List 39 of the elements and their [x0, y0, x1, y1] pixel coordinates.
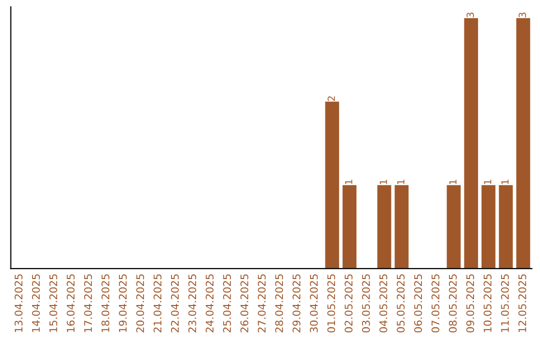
x-tick-label: 16.04.2025	[66, 274, 75, 332]
data-label: 1	[501, 180, 509, 184]
data-label: 1	[380, 180, 387, 184]
x-tick-label: 12.05.2025	[518, 274, 526, 332]
x-tick-label: 20.04.2025	[136, 274, 144, 332]
x-tick-label: 04.05.2025	[379, 274, 388, 332]
data-label: 3	[518, 12, 526, 18]
x-tick-label: 15.04.2025	[49, 274, 58, 332]
x-tick-label: 06.05.2025	[414, 274, 422, 332]
data-label: 2	[328, 96, 335, 101]
x-tick-label: 07.05.2025	[432, 274, 440, 332]
x-tick-label: 18.04.2025	[101, 274, 110, 332]
x-tick-label: 27.04.2025	[258, 274, 266, 332]
x-tick-label: 25.04.2025	[223, 274, 231, 332]
x-tick-label: 19.04.2025	[118, 274, 127, 332]
x-tick-label: 09.05.2025	[466, 274, 474, 332]
x-tick-label: 30.04.2025	[310, 274, 318, 332]
x-tick-label: 01.05.2025	[327, 274, 336, 332]
x-tick-label: 26.04.2025	[240, 274, 248, 332]
x-tick-label: 13.04.2025	[14, 274, 23, 332]
data-label: 1	[484, 180, 492, 184]
x-tick-label: 21.04.2025	[154, 274, 162, 332]
x-tick-label: 22.04.2025	[170, 274, 179, 332]
data-label: 3	[466, 12, 474, 18]
x-tick-label: 08.05.2025	[448, 274, 457, 332]
x-tick-label: 10.05.2025	[484, 274, 492, 332]
x-tick-label: 11.05.2025	[500, 274, 509, 332]
data-label: 1	[449, 180, 456, 184]
data-label: 1	[345, 180, 352, 184]
x-tick-label: 02.05.2025	[344, 274, 353, 332]
x-tick-label: 24.04.2025	[206, 274, 214, 332]
x-tick-label: 28.04.2025	[275, 274, 284, 332]
x-tick-label: 23.04.2025	[188, 274, 196, 332]
x-tick-label: 05.05.2025	[396, 274, 405, 332]
x-tick-label: 17.04.2025	[84, 274, 92, 332]
x-tick-label: 14.04.2025	[32, 274, 40, 332]
x-tick-label: 29.04.2025	[292, 274, 300, 332]
x-tick-label: 03.05.2025	[362, 274, 370, 332]
data-label: 1	[397, 180, 404, 184]
